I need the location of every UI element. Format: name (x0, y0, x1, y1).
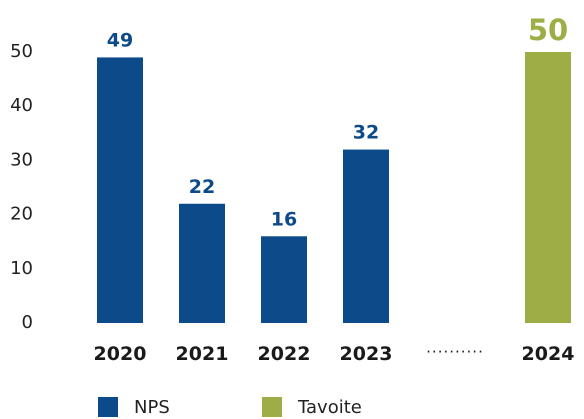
x-tick-label-2021: 2021 (176, 343, 229, 365)
data-label-2020: 49 (107, 29, 133, 51)
x-tick-label-2020: 2020 (94, 343, 147, 365)
y-tick-label: 30 (10, 149, 33, 170)
bar-tavoite-2024 (525, 52, 571, 323)
legend-label-nps: NPS (134, 396, 170, 418)
data-label-2024: 50 (528, 13, 568, 47)
y-tick-label: 50 (10, 41, 33, 62)
x-tick-label-2022: 2022 (258, 343, 311, 365)
data-label-2023: 32 (353, 122, 379, 144)
y-tick-label: 10 (10, 258, 33, 279)
gap-dots: ·········· (426, 343, 484, 361)
y-tick-label: 0 (22, 312, 33, 333)
legend-item-nps: NPS (98, 396, 170, 418)
bar-nps-2020 (97, 57, 143, 324)
legend-swatch-tavoite (262, 397, 282, 417)
x-tick-label-2024: 2024 (522, 343, 575, 365)
data-label-2022: 16 (271, 208, 297, 230)
y-tick-label: 20 (10, 204, 33, 225)
legend-label-tavoite: Tavoite (298, 396, 362, 418)
data-label-2021: 22 (189, 176, 215, 198)
bar-nps-2022 (261, 236, 307, 323)
nps-bar-chart: 0 10 20 30 40 50 49 22 16 32 50 2020 2021 2022 2023 202… (10, 13, 575, 365)
legend-swatch-nps (98, 397, 118, 417)
x-tick-label-2023: 2023 (340, 343, 393, 365)
bar-nps-2021 (179, 203, 225, 323)
y-tick-label: 40 (10, 95, 33, 116)
legend-item-tavoite: Tavoite (262, 396, 362, 418)
bar-nps-2023 (343, 149, 389, 323)
